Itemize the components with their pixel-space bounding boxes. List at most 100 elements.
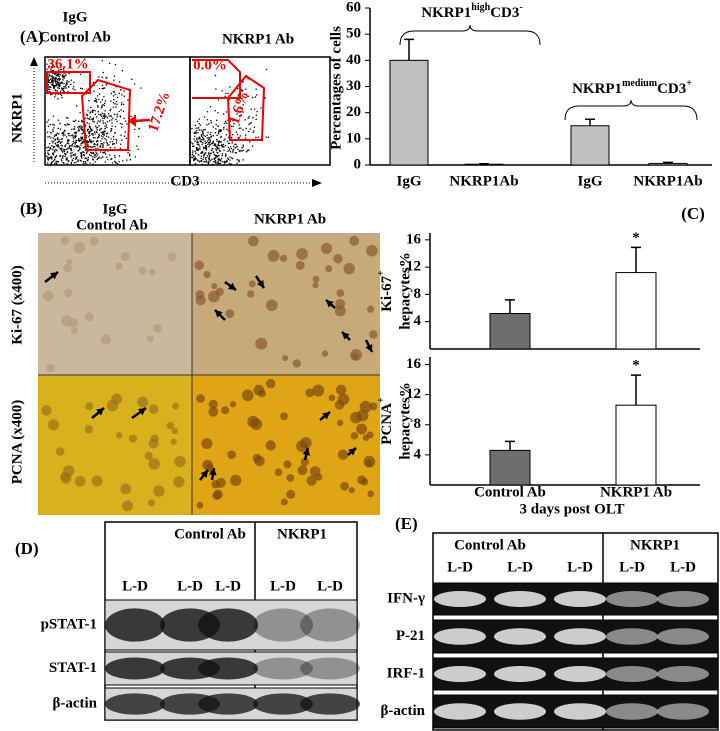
cell [211,282,218,290]
dot [60,141,62,144]
dot [126,159,128,161]
dot [232,120,234,122]
gate [226,74,266,141]
dot [56,74,59,76]
cell [120,483,132,495]
dot [204,147,206,149]
dot [110,138,112,140]
group-label-part: - [519,2,522,13]
dot [62,132,64,134]
dot [108,62,111,64]
dot [51,145,53,147]
col-title: Control Ab [76,217,148,233]
dot [248,130,250,133]
dot [75,132,78,134]
dot [77,140,80,142]
arrow-head [365,344,373,352]
dot [70,79,72,81]
dot [199,140,202,143]
dot [68,81,70,83]
dot [63,148,66,151]
dot [241,89,243,91]
dot [78,138,80,140]
dot [116,162,119,165]
dot [196,143,198,145]
dot [51,153,54,155]
cell [366,431,374,439]
dot [256,94,258,96]
dot [118,160,120,163]
dot [98,129,101,131]
dot [207,162,210,165]
dot [66,163,68,165]
x-tick-label: Control Ab [474,484,546,500]
dot [205,157,207,159]
dot [78,145,80,147]
y-axis-label: hepacytes% [397,382,413,460]
cell [202,459,213,471]
dot [111,125,113,127]
dot [206,111,209,113]
y-axis-label: hepacytes% [397,252,413,330]
dot [93,90,95,92]
dot [202,146,205,148]
dot [53,140,55,142]
dot [129,154,131,157]
dot [84,117,86,120]
dot [242,146,244,148]
dot [215,154,217,157]
lane-label: L-D [670,559,696,575]
dot [94,133,96,135]
dot [75,131,77,133]
dot [77,126,79,129]
dot [114,160,116,163]
dot [208,146,210,148]
dot [68,147,71,149]
dot [198,118,200,120]
dot [214,159,217,162]
dot [89,126,91,129]
dot [58,78,60,81]
dot [54,96,56,98]
dot [56,132,59,134]
band [606,666,658,682]
dot [47,162,49,164]
dot [104,100,107,102]
dot [52,78,54,80]
panel-label: (E) [395,514,418,533]
dot [92,137,95,139]
dot [57,133,60,135]
dot [61,87,63,89]
dot [86,151,88,153]
dot [63,162,65,164]
dot [256,110,258,113]
dot [91,158,94,160]
dot [49,91,51,93]
dot [229,120,231,122]
dot [105,115,107,117]
dot [85,152,88,155]
dot [193,138,195,140]
cell [363,455,376,468]
dot [195,152,197,154]
dot [231,140,233,142]
dot [203,116,206,118]
dot [191,154,193,156]
dot [213,144,215,147]
dot [236,99,238,101]
dot [63,72,65,74]
band [253,657,313,680]
dot [104,138,106,140]
dot [87,144,89,146]
dot [61,132,63,134]
dot [55,155,58,157]
dot [75,141,77,143]
dot [110,100,112,102]
cell [173,476,185,488]
group-label-part: NKRP1 [572,81,622,97]
band [300,608,360,642]
arrow-head [138,408,146,416]
cell [265,440,276,451]
dot [73,138,75,140]
row-label: β-actin [380,703,425,719]
